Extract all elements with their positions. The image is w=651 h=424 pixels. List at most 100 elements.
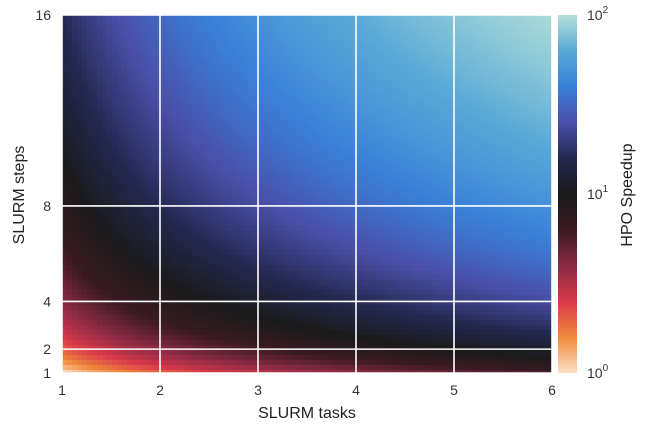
heatmap-cell <box>357 45 363 51</box>
heatmap-cell <box>102 370 108 373</box>
heatmap-cell <box>327 295 333 301</box>
heatmap-cell <box>372 115 378 121</box>
heatmap-cell <box>232 140 238 146</box>
heatmap-cell <box>212 195 218 201</box>
heatmap-cell <box>367 65 373 71</box>
heatmap-cell <box>212 365 218 371</box>
heatmap-cell <box>232 195 238 201</box>
heatmap-cell <box>252 125 258 131</box>
heatmap-cell <box>97 180 103 186</box>
heatmap-cell <box>237 25 243 31</box>
heatmap-cell <box>327 155 333 161</box>
heatmap-cell <box>207 365 213 371</box>
heatmap-cell <box>317 95 323 101</box>
heatmap-cell <box>97 225 103 231</box>
heatmap-cell <box>202 230 208 236</box>
heatmap-cell <box>237 55 243 61</box>
heatmap-cell <box>132 200 138 206</box>
heatmap-cell <box>192 105 198 111</box>
heatmap-cell <box>402 75 408 81</box>
heatmap-cell <box>102 55 108 61</box>
heatmap-cell <box>207 125 213 131</box>
heatmap-cell <box>362 340 368 346</box>
heatmap-cell <box>317 25 323 31</box>
heatmap-cell <box>252 205 258 211</box>
heatmap-cell <box>92 325 98 331</box>
heatmap-cell <box>97 270 103 276</box>
heatmap-cell <box>292 335 298 341</box>
heatmap-cell <box>397 155 403 161</box>
heatmap-cell <box>137 70 143 76</box>
heatmap-cell <box>252 70 258 76</box>
heatmap-cell <box>397 335 403 341</box>
heatmap-cell <box>242 240 248 246</box>
heatmap-cell <box>267 220 273 226</box>
heatmap-cell <box>137 45 143 51</box>
heatmap-cell <box>92 250 98 256</box>
heatmap-cell <box>307 30 313 36</box>
heatmap-cell <box>267 155 273 161</box>
heatmap-cell <box>257 325 263 331</box>
heatmap-cell <box>97 245 103 251</box>
heatmap-cell <box>167 180 173 186</box>
heatmap-cell <box>397 95 403 101</box>
heatmap-cell <box>262 360 268 366</box>
heatmap-cell <box>77 205 83 211</box>
heatmap-cell <box>162 185 168 191</box>
heatmap-cell <box>87 280 93 286</box>
heatmap-cell <box>162 25 168 31</box>
heatmap-cell <box>302 90 308 96</box>
heatmap-cell <box>137 360 143 366</box>
heatmap-cell <box>72 240 78 246</box>
heatmap-cell <box>337 360 343 366</box>
heatmap-cell <box>72 105 78 111</box>
heatmap-cell <box>77 180 83 186</box>
heatmap-cell <box>97 275 103 281</box>
heatmap-cell <box>342 365 348 371</box>
heatmap-cell <box>162 225 168 231</box>
heatmap-cell <box>172 350 178 356</box>
heatmap-cell <box>237 320 243 326</box>
heatmap-cell <box>312 110 318 116</box>
heatmap-cell <box>122 280 128 286</box>
heatmap-cell <box>387 130 393 136</box>
heatmap-cell <box>122 45 128 51</box>
heatmap-cell <box>367 40 373 46</box>
heatmap-cell <box>287 160 293 166</box>
heatmap-cell <box>197 300 203 306</box>
heatmap-cell <box>102 125 108 131</box>
heatmap-cell <box>337 15 343 21</box>
heatmap-cell <box>377 260 383 266</box>
heatmap-cell <box>117 185 123 191</box>
heatmap-cell <box>172 70 178 76</box>
heatmap-cell <box>257 235 263 241</box>
heatmap-cell <box>132 55 138 61</box>
heatmap-cell <box>102 25 108 31</box>
heatmap-cell <box>202 310 208 316</box>
heatmap-cell <box>167 250 173 256</box>
heatmap-cell <box>92 35 98 41</box>
heatmap-cell <box>232 340 238 346</box>
heatmap-cell <box>107 135 113 141</box>
heatmap-cell <box>122 235 128 241</box>
heatmap-cell <box>352 345 358 351</box>
heatmap-cell <box>107 160 113 166</box>
heatmap-cell <box>287 150 293 156</box>
heatmap-cell <box>282 260 288 266</box>
heatmap-cell <box>152 75 158 81</box>
heatmap-cell <box>152 175 158 181</box>
heatmap-cell <box>97 20 103 26</box>
heatmap-cell <box>337 365 343 371</box>
heatmap-cell <box>397 55 403 61</box>
heatmap-cell <box>72 60 78 66</box>
heatmap-cell <box>127 235 133 241</box>
heatmap-cell <box>392 225 398 231</box>
heatmap-cell <box>242 280 248 286</box>
heatmap-cell <box>302 115 308 121</box>
heatmap-cell <box>337 195 343 201</box>
heatmap-cell <box>137 185 143 191</box>
heatmap-cell <box>377 240 383 246</box>
heatmap-cell <box>262 25 268 31</box>
heatmap-cell <box>302 310 308 316</box>
heatmap-cell <box>307 325 313 331</box>
